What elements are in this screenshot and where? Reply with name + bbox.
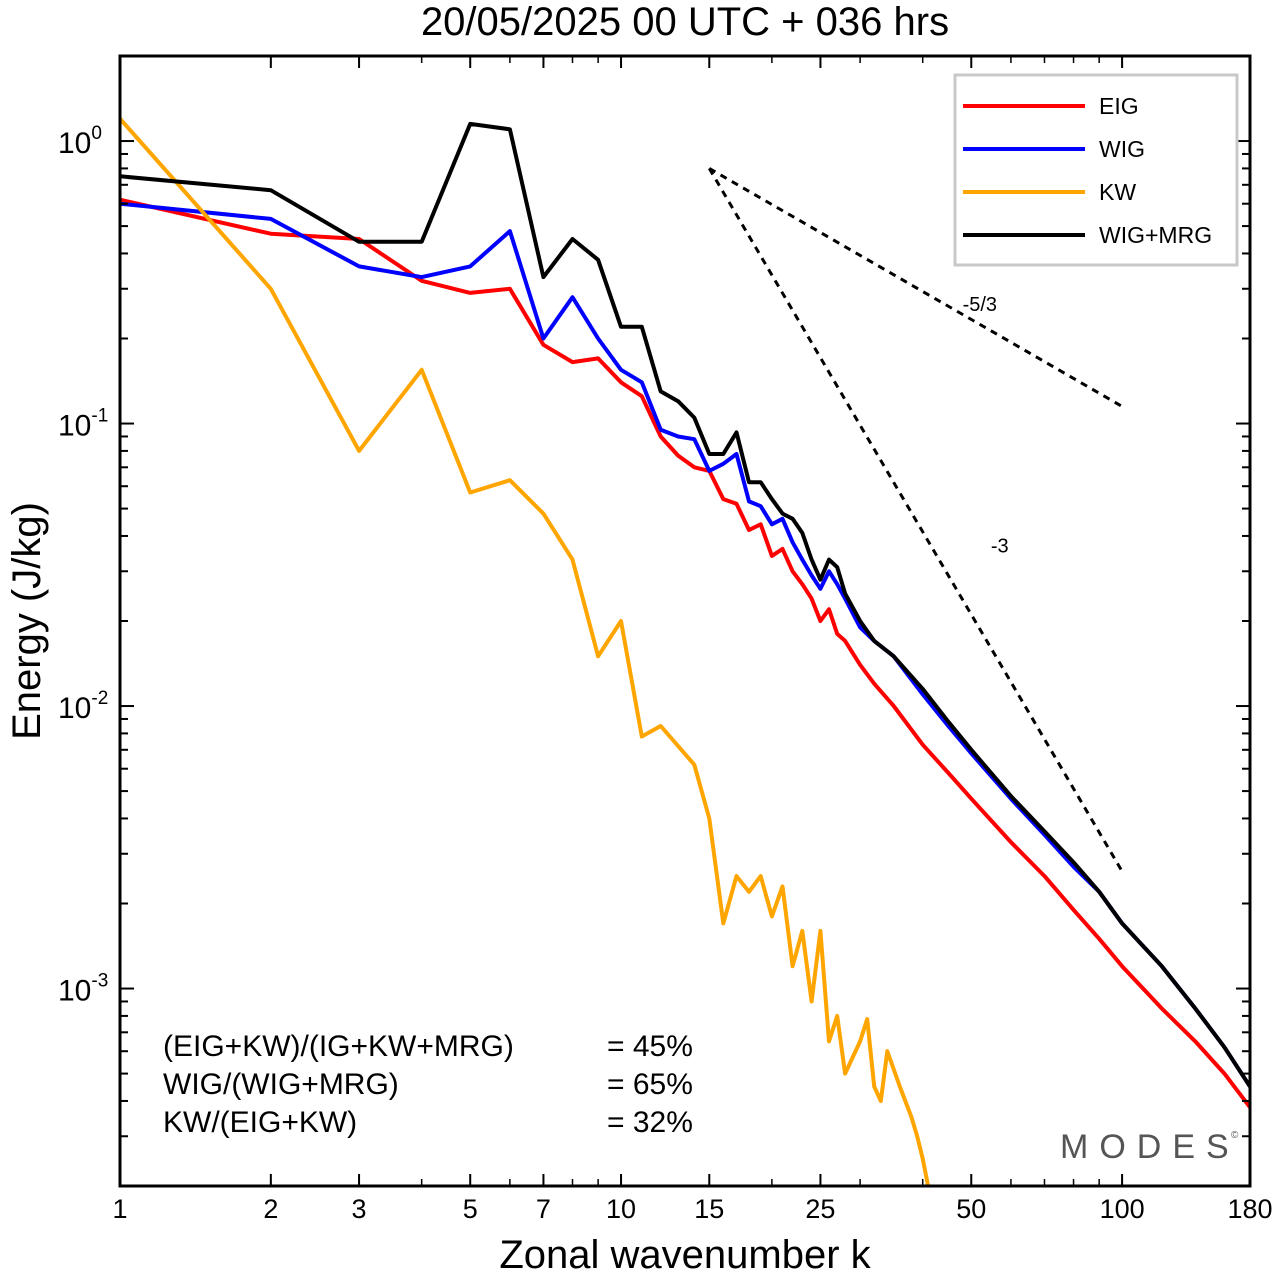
x-tick-label: 180: [1227, 1194, 1272, 1224]
axis-ticks: 1 2 3 5 7 10 15 25 50 100 180 100 10-1 10-2 10-3: [58, 55, 1273, 1224]
slope-label-0: -5/3: [963, 294, 997, 316]
ratio-value: = 32%: [607, 1106, 693, 1139]
ratio-label: (EIG+KW)/(IG+KW+MRG): [163, 1030, 514, 1063]
series-line-kw: [120, 117, 931, 1186]
x-tick-label: 10: [606, 1194, 636, 1224]
slope-label-1: -3: [991, 535, 1009, 557]
y-tick-label: 100: [58, 123, 102, 160]
x-tick-label: 100: [1100, 1194, 1145, 1224]
slope-line-1: [707, 167, 1124, 873]
ratio-annotations: (EIG+KW)/(IG+KW+MRG) = 45% WIG/(WIG+MRG) = …: [163, 1030, 693, 1139]
ratio-value: = 45%: [607, 1030, 693, 1063]
series-layer: [120, 117, 1250, 1186]
legend-label: EIG: [1099, 93, 1139, 119]
y-tick-label: 10-1: [58, 406, 108, 443]
chart-title: 20/05/2025 00 UTC + 036 hrs: [421, 0, 949, 44]
slope-guides: -5/3 -3: [707, 167, 1124, 873]
legend-label: KW: [1099, 179, 1136, 205]
x-axis-label: Zonal wavenumber k: [499, 1233, 871, 1277]
legend: EIG WIG KW WIG+MRG: [953, 73, 1239, 267]
ratio-value: = 65%: [607, 1068, 693, 1101]
ratio-label: KW/(EIG+KW): [163, 1106, 357, 1139]
legend-label: WIG+MRG: [1099, 222, 1212, 248]
x-tick-label: 5: [463, 1194, 478, 1224]
modes-watermark: MODES: [1060, 1128, 1240, 1166]
copyright-mark: ©: [1231, 1130, 1239, 1141]
x-tick-label: 3: [352, 1194, 367, 1224]
slope-line-0: [708, 167, 1123, 408]
x-tick-label: 2: [263, 1194, 278, 1224]
ratio-label: WIG/(WIG+MRG): [163, 1068, 399, 1101]
y-axis-label: Energy (J/kg): [5, 502, 49, 740]
y-tick-label: 10-3: [58, 971, 108, 1008]
x-tick-label: 7: [536, 1194, 551, 1224]
x-tick-label: 25: [805, 1194, 835, 1224]
x-tick-label: 1: [112, 1194, 127, 1224]
x-tick-label: 15: [694, 1194, 724, 1224]
series-line-wig: [120, 201, 1250, 1088]
legend-label: WIG: [1099, 136, 1145, 162]
series-line-wig-mrg: [120, 121, 1250, 1088]
y-tick-label: 10-2: [58, 688, 108, 725]
x-tick-label: 50: [956, 1194, 986, 1224]
series-line-eig: [120, 197, 1250, 1109]
